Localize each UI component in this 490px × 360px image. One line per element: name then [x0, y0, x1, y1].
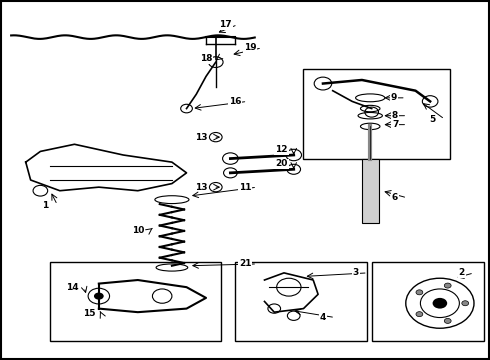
Circle shape [416, 312, 423, 317]
Text: 13: 13 [195, 132, 207, 141]
Text: 9: 9 [391, 93, 397, 102]
Circle shape [433, 298, 447, 309]
Text: 13: 13 [195, 183, 207, 192]
Text: 15: 15 [83, 310, 96, 319]
Bar [235, 262, 367, 341]
Bar [50, 262, 220, 341]
Circle shape [444, 318, 451, 323]
Text: 20: 20 [275, 159, 288, 168]
Text: 2: 2 [459, 268, 465, 277]
Text: 1: 1 [42, 201, 49, 210]
Circle shape [444, 283, 451, 288]
Text: 18: 18 [200, 54, 212, 63]
Circle shape [462, 301, 468, 306]
Text: 10: 10 [132, 225, 144, 234]
Text: 8: 8 [392, 111, 398, 120]
Text: 12: 12 [275, 145, 288, 154]
Text: 5: 5 [429, 115, 436, 124]
Circle shape [416, 290, 423, 295]
Text: 7: 7 [392, 120, 398, 129]
Text: 11: 11 [239, 183, 251, 192]
Bar [372, 262, 484, 341]
Text: 17: 17 [219, 20, 232, 29]
Text: 21: 21 [239, 260, 251, 269]
Text: 3: 3 [352, 268, 359, 277]
Text: 16: 16 [229, 97, 242, 106]
Text: 4: 4 [320, 313, 326, 322]
Text: 6: 6 [392, 193, 398, 202]
Text: 19: 19 [244, 43, 256, 52]
Text: 14: 14 [66, 283, 78, 292]
Circle shape [94, 293, 104, 300]
Bar [303, 69, 450, 158]
Bar [362, 158, 379, 223]
